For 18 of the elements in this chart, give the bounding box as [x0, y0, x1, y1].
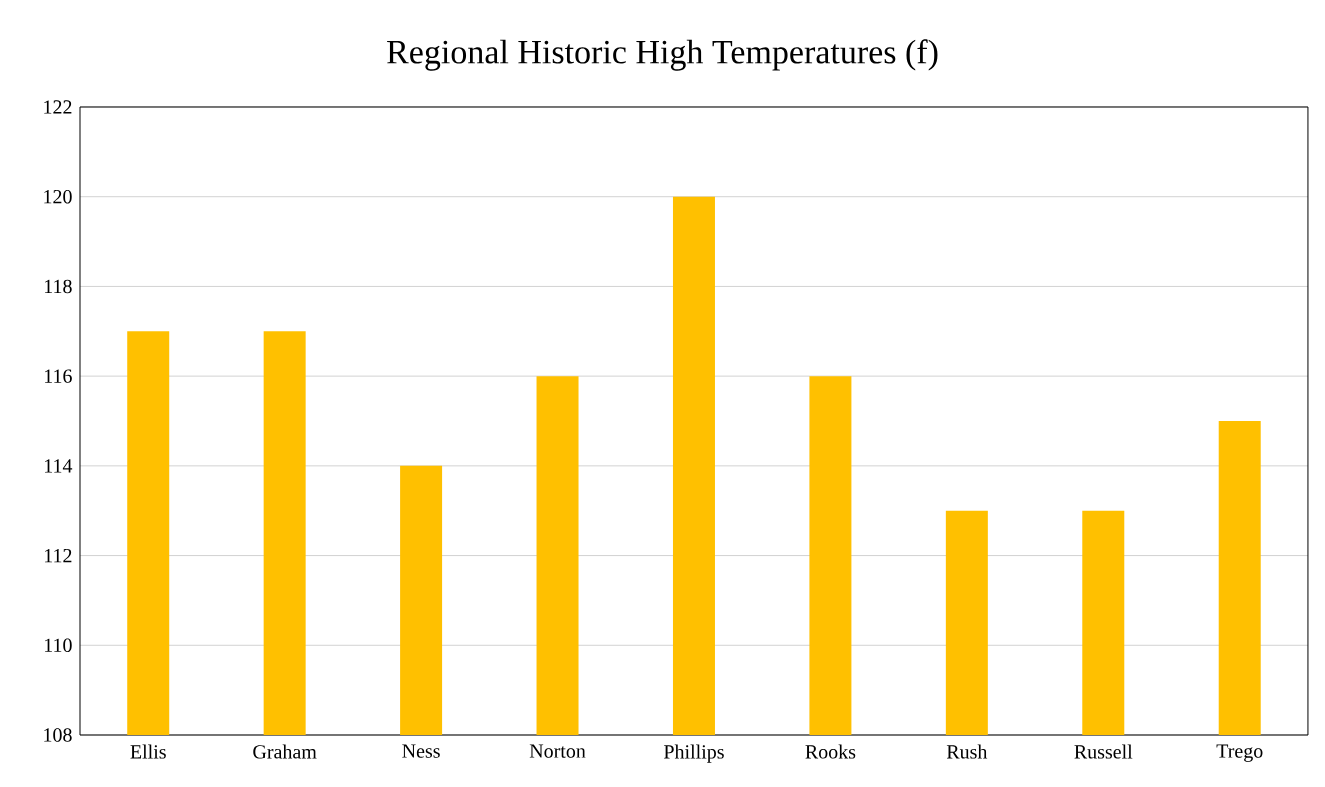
x-tick-label: Ellis: [130, 744, 166, 759]
y-tick-label: 112: [44, 548, 72, 563]
x-tick-label: Rush: [946, 744, 988, 759]
x-tick-label: Ness: [402, 744, 440, 758]
x-tick-label: Norton: [529, 744, 586, 758]
y-tick-label: 108: [44, 728, 72, 742]
y-tick-label: 122: [44, 100, 72, 114]
y-tick-label: 116: [44, 369, 72, 383]
y-tick-label: 118: [44, 279, 72, 294]
x-tick-label: Graham: [253, 744, 317, 759]
x-tick-label: Trego: [1216, 744, 1263, 762]
y-tick-label: 114: [44, 459, 73, 473]
x-tick-label: Russell: [1074, 744, 1133, 759]
x-tick-label: Rooks: [805, 744, 856, 759]
x-tick-label: Phillips: [663, 744, 724, 763]
y-tick-label: 120: [44, 189, 72, 204]
y-tick-label: 110: [44, 638, 72, 653]
chart-title: Regional Historic High Temperatures (f): [387, 39, 938, 71]
